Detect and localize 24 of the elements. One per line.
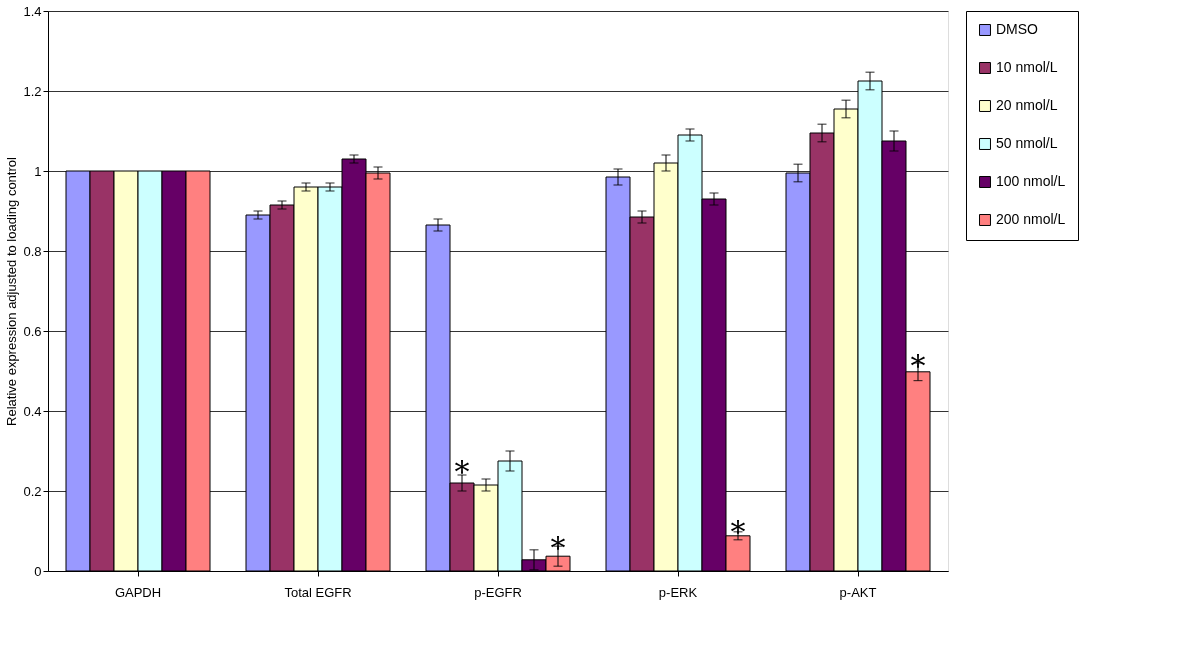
annotation: * xyxy=(730,514,746,549)
annotation: * xyxy=(454,454,470,489)
annotation: * xyxy=(550,530,566,565)
y-tick-label: 1.2 xyxy=(23,83,42,99)
legend-label: 20 nmol/L xyxy=(996,97,1058,113)
legend-label: 200 nmol/L xyxy=(996,211,1066,227)
x-tick-label: p-AKT xyxy=(839,584,877,600)
y-tick-label: 0 xyxy=(34,563,42,579)
legend-label: DMSO xyxy=(996,21,1039,37)
x-tick-label: GAPDH xyxy=(114,584,162,600)
x-tick-label: Total EGFR xyxy=(284,584,352,600)
y-tick-label: 0.4 xyxy=(23,403,42,419)
y-tick-label: 0.2 xyxy=(23,483,42,499)
annotation: * xyxy=(910,348,926,383)
y-tick-label: 0.6 xyxy=(23,323,42,339)
x-tick-label: p-EGFR xyxy=(474,584,522,600)
y-tick-label: 1 xyxy=(34,163,42,179)
x-tick-label: p-ERK xyxy=(658,584,698,600)
legend-label: 100 nmol/L xyxy=(996,173,1066,189)
y-axis-title: Relative expression adjusted to loading control xyxy=(4,156,20,426)
legend-label: 10 nmol/L xyxy=(996,59,1058,75)
legend-label: 50 nmol/L xyxy=(996,135,1058,151)
y-tick-label: 0.8 xyxy=(23,243,42,259)
y-tick-label: 1.4 xyxy=(23,3,42,19)
